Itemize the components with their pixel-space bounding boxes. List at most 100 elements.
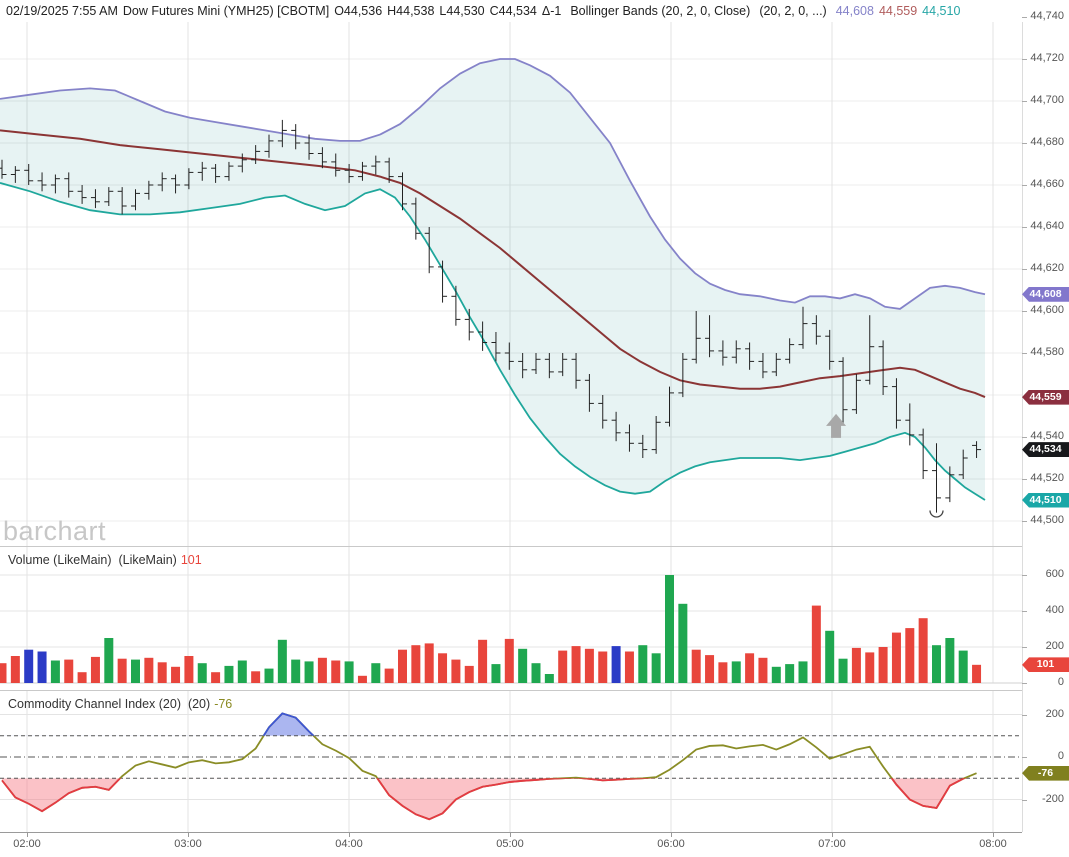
bb-middle-badge: 44,559 [1022,389,1069,405]
volume-bar [371,663,381,683]
volume-tick-label: 400 [1045,604,1064,616]
price-tick-mark [1022,269,1027,270]
bb-lower-badge: 44,510 [1022,492,1069,508]
price-tick-mark [1022,227,1027,228]
quote-low: L44,530 [439,4,485,18]
cci-badge: -76 [1022,765,1069,781]
price-tick-mark [1022,101,1027,102]
volume-bar [531,663,541,683]
volume-bar [651,653,661,683]
volume-bar [571,646,581,683]
price-tick-mark [1022,479,1027,480]
volume-bar [464,665,474,683]
volume-bar [277,639,287,683]
main-volume-divider [0,546,1022,547]
main-price-chart[interactable] [0,22,1022,546]
quote-symbol: Dow Futures Mini (YMH25) [CBOTM] [122,4,330,18]
time-tick-label: 07:00 [818,838,846,850]
volume-bar [398,649,407,683]
quote-close: C44,534 [489,4,537,18]
study-label: Bollinger Bands (20, 2, 0, Close) [570,4,751,18]
volume-bar [438,653,448,683]
time-tick-label: 03:00 [174,838,202,850]
volume-panel-chart[interactable] [0,546,1022,690]
volume-tick-label: 600 [1045,568,1064,580]
price-tick-label: 44,700 [1030,94,1064,106]
volume-bar [237,660,247,683]
volume-bar [211,672,221,683]
volume-bar [10,656,20,683]
time-tick-mark [671,832,672,837]
price-tick-label: 44,520 [1030,472,1064,484]
volume-tick-label: 0 [1057,676,1064,688]
time-tick-mark [832,832,833,837]
volume-bar [731,661,741,683]
volume-bar [544,674,554,683]
volume-bar [851,647,861,683]
price-tick-label: 44,680 [1030,136,1064,148]
volume-bar [584,648,594,683]
volume-bar [838,658,848,683]
cci-overbought-fill [2,713,977,736]
volume-bar [504,638,514,683]
cci-tick-label: 0 [1057,750,1064,762]
price-axis-separator [1022,22,1023,832]
quote-datetime: 02/19/2025 7:55 AM [6,4,118,18]
volume-bar [598,651,608,683]
volume-badge: 101 [1022,657,1069,673]
price-tick-label: 44,580 [1030,346,1064,358]
price-tick-mark [1022,17,1027,18]
cci-panel-chart[interactable] [0,690,1022,832]
volume-bar [798,661,808,683]
price-tick-mark [1022,437,1027,438]
volume-bar [718,662,728,683]
volume-bar [558,650,568,683]
volume-bar [491,664,501,683]
time-tick-mark [510,832,511,837]
quote-high: H44,538 [387,4,435,18]
volume-bar [357,675,367,683]
volume-bar [945,638,955,683]
volume-bar [0,663,7,683]
volume-bar [811,605,821,683]
price-tick-mark [1022,311,1027,312]
price-tick-label: 44,620 [1030,262,1064,274]
volume-panel-value: 101 [180,553,202,567]
price-tick-label: 44,660 [1030,178,1064,190]
volume-bar [411,645,421,683]
cci-panel-value: -76 [214,697,233,711]
volume-bar [665,575,674,683]
volume-bar [384,668,394,683]
volume-bar [878,647,888,683]
time-tick-label: 05:00 [496,838,524,850]
study-params: (20, 2, 0, ...) [759,4,827,18]
volume-bar [184,656,194,683]
volume-bar [157,662,167,683]
volume-bar [50,660,60,683]
volume-bar [825,630,835,683]
smile-annotation [929,510,944,518]
bollinger-lower-line [0,182,986,501]
price-tick-label: 44,640 [1030,220,1064,232]
time-tick-label: 06:00 [657,838,685,850]
volume-tick-mark [1022,647,1027,648]
time-axis-line [0,832,1022,833]
volume-bar [144,657,154,683]
bollinger-band-fill [0,59,985,500]
price-tick-mark [1022,353,1027,354]
price-tick-label: 44,740 [1030,10,1064,22]
volume-bar [104,638,114,683]
volume-bar [264,668,274,683]
volume-bar [611,646,621,683]
quote-open: O44,536 [334,4,383,18]
volume-bar [905,628,915,683]
time-tick-mark [27,832,28,837]
price-tick-mark [1022,185,1027,186]
volume-bar [64,659,74,683]
last-price-badge: 44,534 [1022,442,1069,458]
price-tick-label: 44,720 [1030,52,1064,64]
volume-bar [918,618,928,683]
volume-bar [344,661,354,683]
cci-label-text: Commodity Channel Index (20) (20) [8,697,211,711]
